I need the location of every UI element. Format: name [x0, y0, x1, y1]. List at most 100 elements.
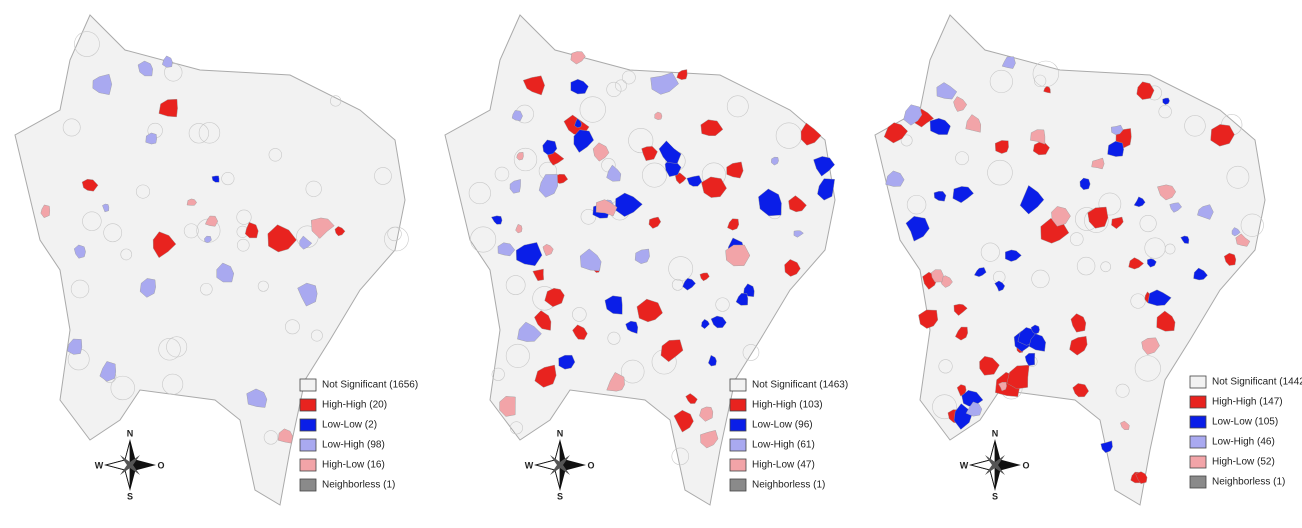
cluster-area: [211, 175, 220, 183]
municipality: [74, 31, 100, 57]
municipality: [900, 134, 913, 147]
cluster-area: [998, 382, 1007, 392]
cluster-area: [310, 217, 335, 239]
municipality: [305, 180, 322, 197]
cluster-area: [1120, 420, 1130, 430]
municipality: [572, 307, 587, 322]
cluster-area: [1235, 233, 1251, 247]
legend-swatch: [729, 418, 747, 432]
cluster-area: [511, 110, 523, 122]
cluster-area: [658, 140, 682, 164]
cluster-area: [570, 78, 589, 95]
cluster-area: [137, 60, 153, 77]
cluster-area: [800, 122, 822, 146]
municipality: [330, 95, 342, 107]
cluster-area: [931, 269, 944, 283]
cluster-area: [788, 195, 807, 213]
cluster-area: [592, 142, 610, 162]
cluster-area: [517, 321, 542, 342]
municipality: [384, 226, 409, 252]
cluster-area: [1197, 204, 1214, 220]
cluster-area: [654, 111, 663, 120]
cluster-area: [965, 401, 983, 417]
municipality: [606, 81, 622, 98]
cluster-area: [534, 310, 552, 331]
cluster-area: [685, 393, 698, 404]
cluster-area: [1001, 56, 1016, 69]
cluster-area: [1141, 337, 1160, 355]
municipality: [200, 282, 213, 296]
compass-e: O: [157, 460, 164, 470]
cluster-area: [573, 129, 594, 153]
municipality: [628, 127, 654, 154]
municipality: [491, 367, 505, 381]
cluster-area: [1024, 352, 1036, 366]
municipality: [580, 209, 597, 225]
cluster-area: [784, 259, 801, 277]
cluster-area: [918, 309, 939, 329]
cluster-area: [516, 152, 524, 161]
cluster-area: [634, 248, 650, 264]
compass: N S W O: [95, 428, 165, 501]
municipality: [82, 211, 102, 231]
cluster-area: [636, 298, 663, 323]
cluster-area: [1072, 383, 1089, 398]
cluster-area: [933, 191, 947, 202]
legend-swatch: [1189, 415, 1207, 429]
legend-swatch: [1189, 435, 1207, 449]
municipality: [236, 238, 250, 252]
municipality: [62, 118, 81, 137]
compass-s: S: [127, 491, 133, 501]
cluster-area: [615, 192, 643, 217]
cluster-area: [758, 188, 782, 217]
cluster-area: [648, 216, 662, 229]
municipality: [620, 359, 645, 384]
cluster-area: [244, 222, 259, 239]
cluster-area: [558, 355, 576, 370]
cluster-area: [606, 372, 625, 392]
legend-label: Low-High (98): [322, 440, 385, 451]
cluster-area: [699, 272, 710, 282]
municipality: [1100, 261, 1112, 273]
municipality: [257, 280, 269, 292]
cluster-area: [40, 204, 51, 218]
cluster-area: [771, 156, 779, 166]
cluster-area: [1079, 177, 1091, 191]
cluster-area: [994, 140, 1009, 154]
municipality: [135, 184, 151, 199]
cluster-area: [606, 164, 622, 182]
cluster-area: [994, 280, 1006, 292]
cluster-area: [162, 55, 173, 68]
cluster-area: [676, 69, 688, 80]
cluster-area: [499, 396, 516, 417]
cluster-area: [299, 235, 313, 250]
cluster-area: [1223, 252, 1237, 266]
municipality: [1134, 355, 1161, 382]
cluster-area: [1210, 124, 1235, 147]
cluster-area: [817, 178, 835, 201]
municipality: [310, 329, 323, 342]
cluster-area: [534, 364, 557, 388]
municipality: [726, 95, 749, 118]
cluster-area: [953, 303, 968, 316]
cluster-area: [297, 282, 318, 307]
municipality: [621, 70, 636, 85]
compass-e: O: [587, 460, 594, 470]
legend-swatch: [729, 378, 747, 392]
cluster-area: [726, 161, 744, 179]
municipality: [938, 359, 953, 374]
cluster-area: [1128, 257, 1145, 270]
cluster-area: [1030, 324, 1040, 335]
legend-swatch: [729, 458, 747, 472]
cluster-area: [1156, 310, 1176, 332]
legend-label: Neighborless (1): [1212, 477, 1285, 488]
municipality: [158, 338, 181, 361]
municipality: [1069, 232, 1084, 246]
map-panel: Not Significant (1656) High-High (20) Low-…: [14, 14, 418, 506]
municipality: [1115, 383, 1130, 398]
municipality: [470, 226, 497, 253]
cluster-area: [595, 199, 618, 217]
cluster-area: [883, 122, 908, 144]
municipality: [715, 297, 730, 312]
municipality: [1226, 165, 1250, 189]
